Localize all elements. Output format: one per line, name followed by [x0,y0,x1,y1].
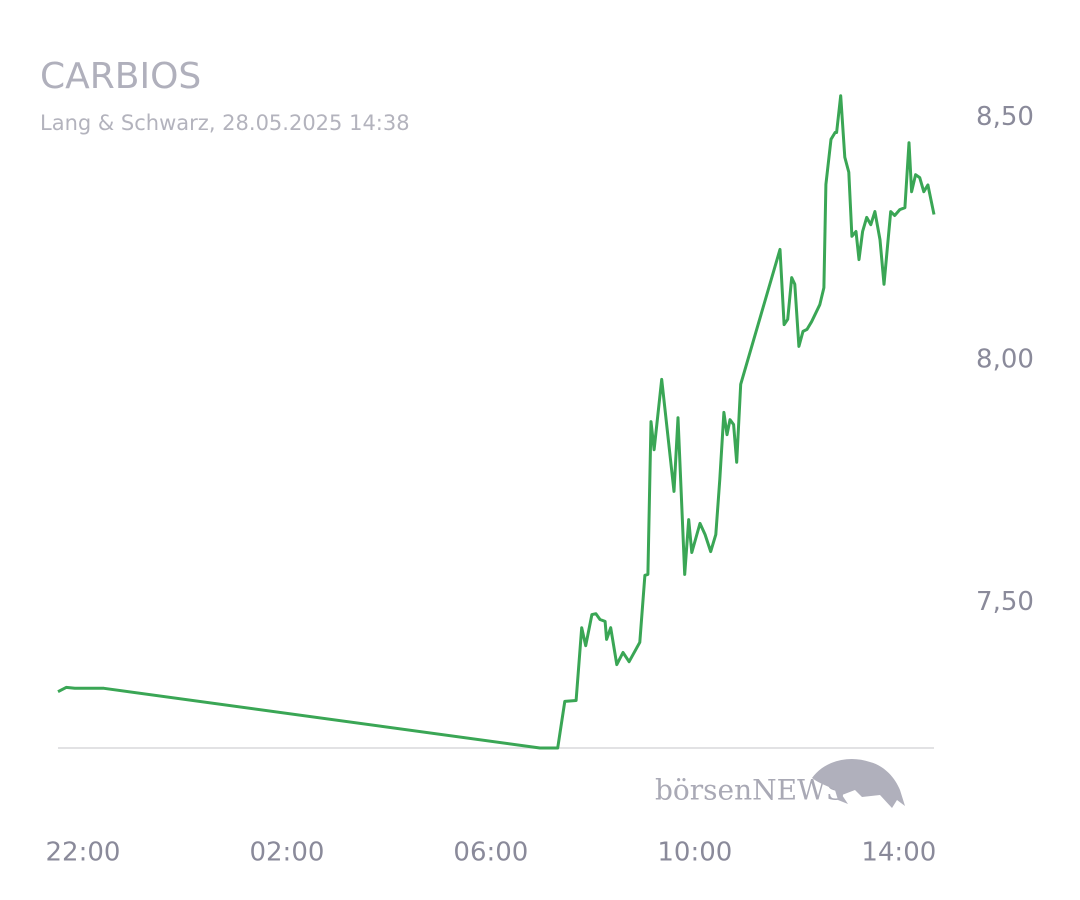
x-tick-label: 22:00 [46,838,121,868]
watermark: börsenNEWS [655,774,845,807]
watermark-bull [812,758,905,808]
chart-subtitle: Lang & Schwarz, 28.05.2025 14:38 [40,111,410,135]
x-tick-label: 14:00 [861,838,936,868]
x-tick-label: 06:00 [453,838,528,868]
y-tick-label: 8,00 [976,345,1034,375]
chart-title: CARBIOS [40,56,201,97]
y-tick-label: 7,50 [976,587,1034,617]
y-tick-label: 8,50 [976,102,1034,132]
x-tick-label: 10:00 [657,838,732,868]
x-tick-label: 02:00 [249,838,324,868]
price-line [57,94,936,750]
